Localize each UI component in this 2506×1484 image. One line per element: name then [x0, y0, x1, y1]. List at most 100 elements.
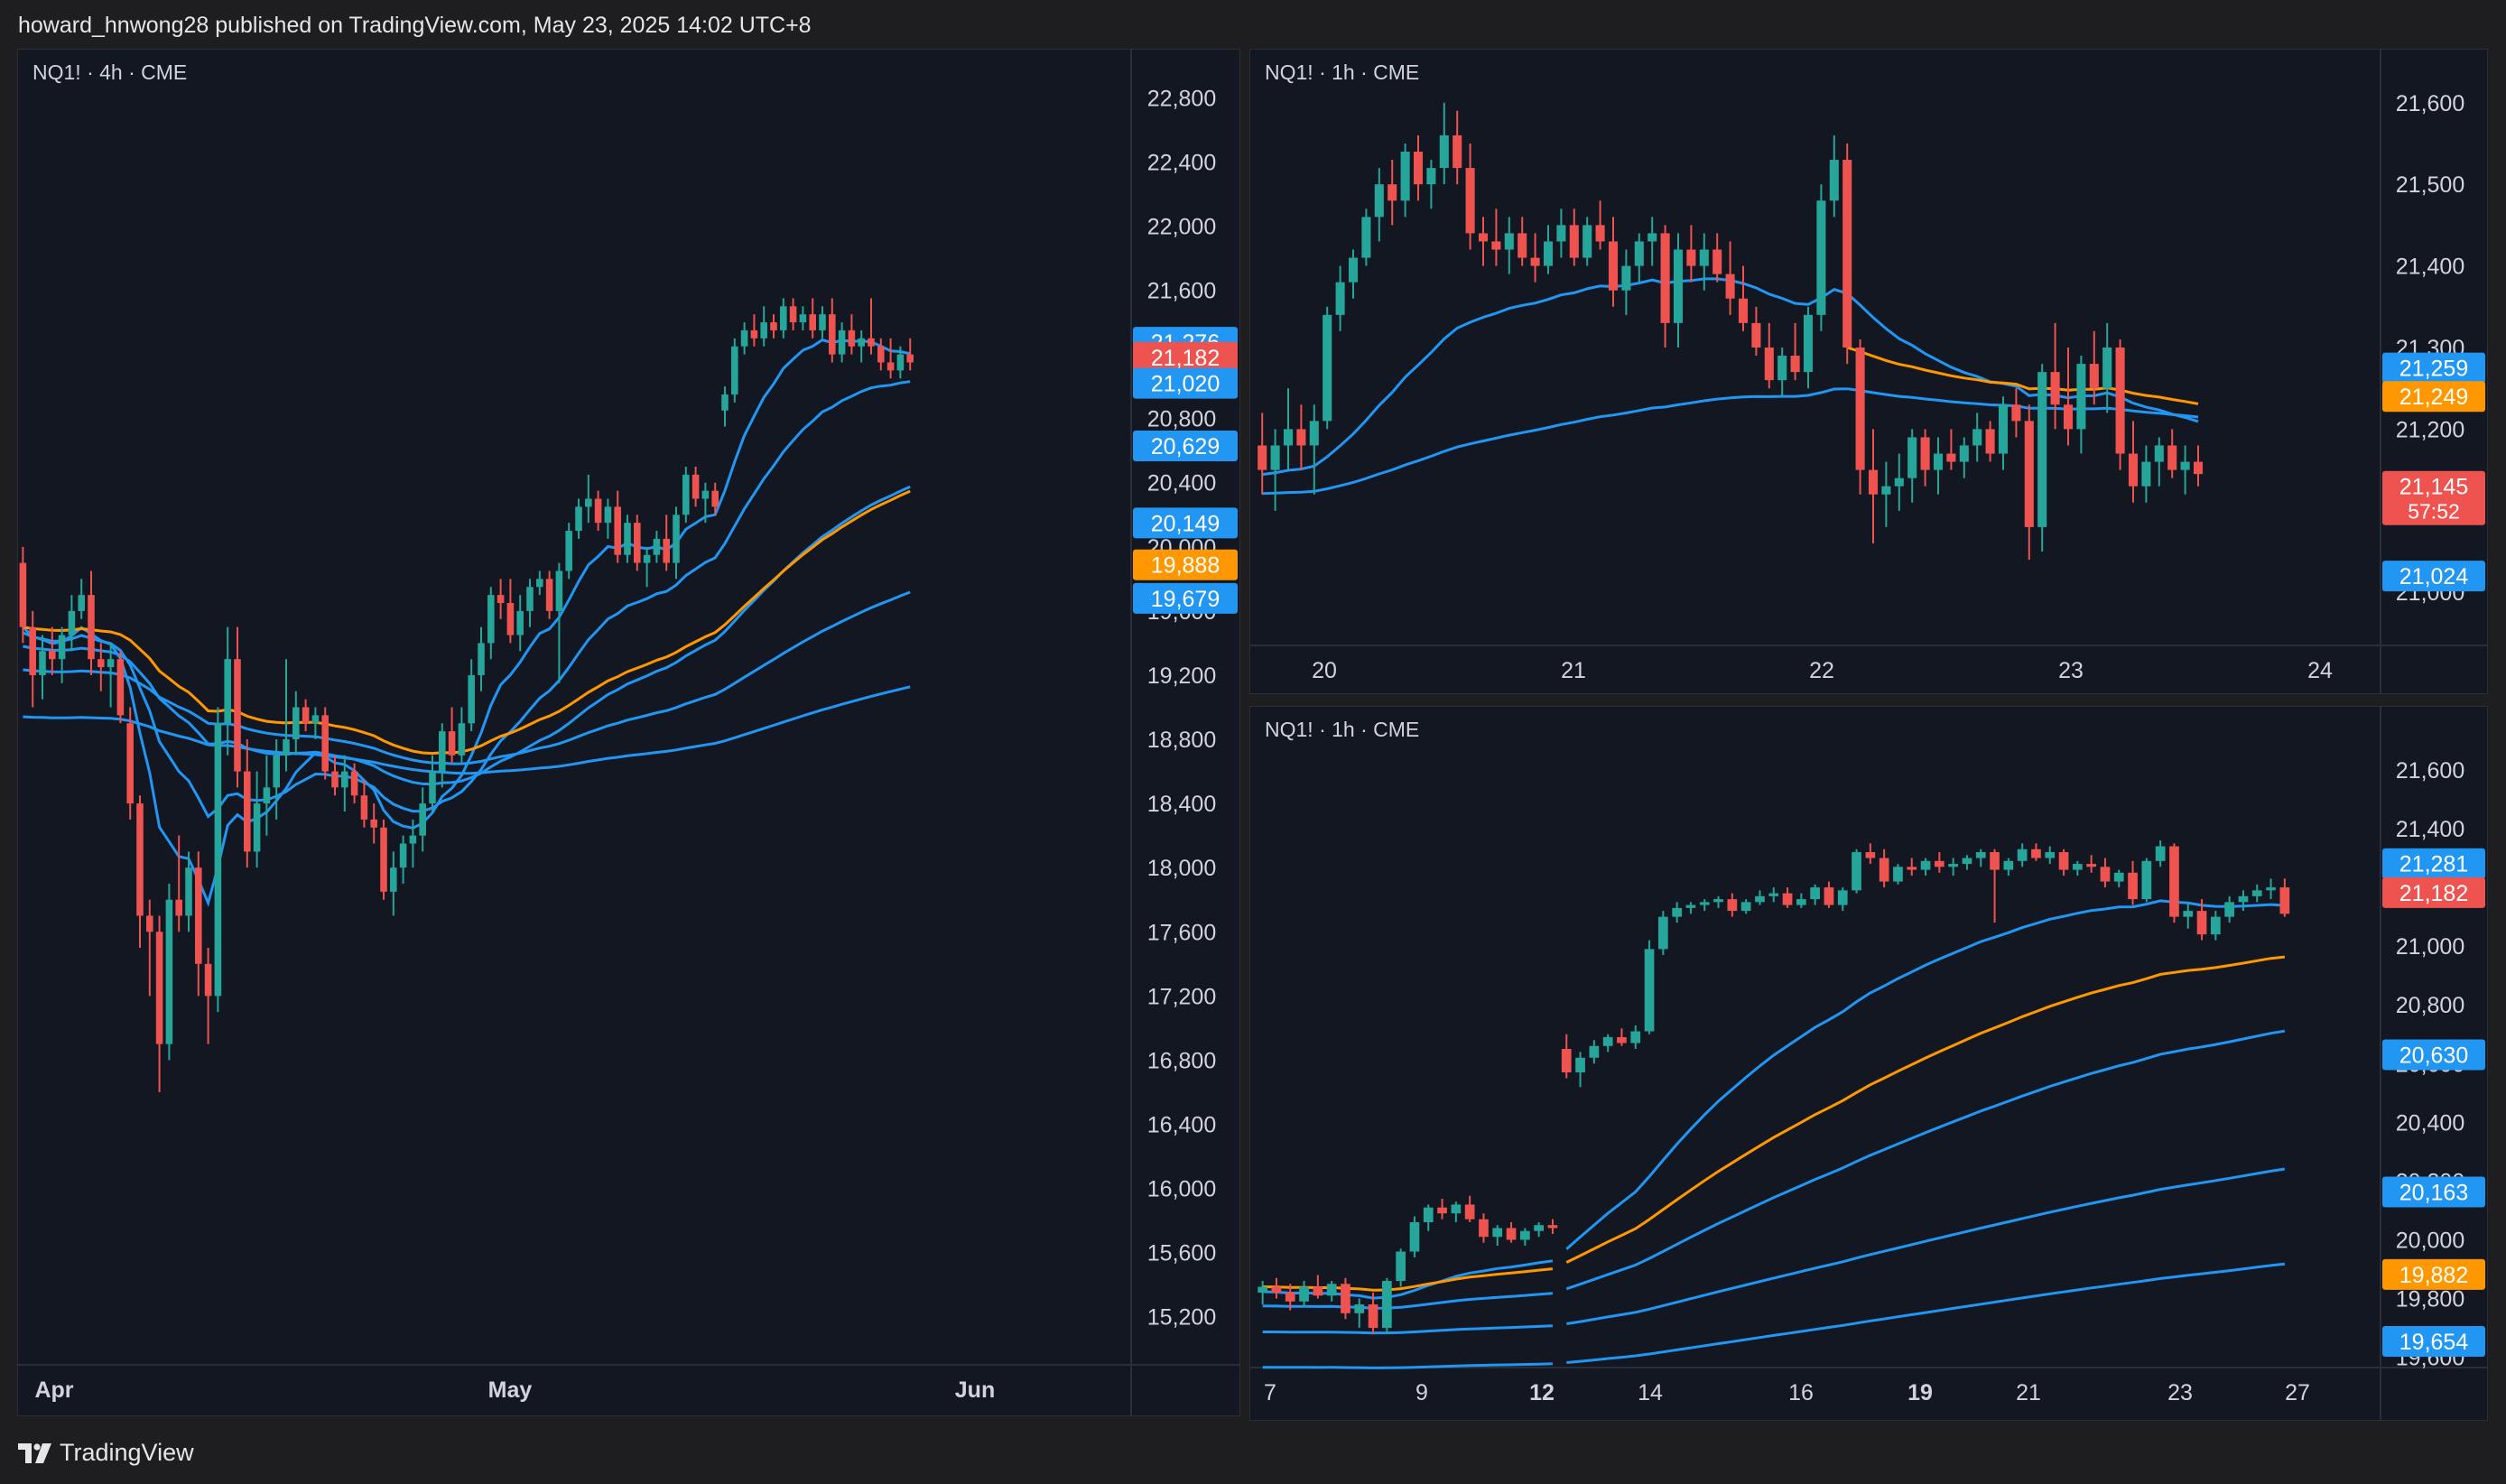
candle-body — [1777, 356, 1787, 381]
chart-pane-1h-bottom[interactable]: 21,60021,40021,20021,00020,80020,60020,4… — [1249, 706, 2488, 1421]
y-tick-label: 16,400 — [1147, 1112, 1216, 1137]
candle-body — [780, 306, 787, 330]
ema-line — [23, 685, 911, 775]
candle-body — [838, 329, 846, 355]
candle-body — [88, 595, 95, 660]
candle-body — [1855, 348, 1865, 470]
candle-body — [311, 715, 320, 724]
candle-body — [1790, 356, 1800, 373]
candle-body — [2072, 864, 2083, 870]
candle-body — [2102, 348, 2112, 389]
candle-body — [848, 329, 856, 347]
chart-1h-top-svg[interactable]: 21,60021,50021,40021,30021,20021,10021,0… — [1250, 50, 2487, 693]
vwap-line — [23, 489, 911, 756]
chart-title-1h-bottom: NQ1! · 1h · CME — [1265, 718, 1420, 741]
x-tick-label: 21 — [2016, 1380, 2041, 1405]
y-tick-label: 22,000 — [1147, 214, 1216, 239]
x-tick-label: 7 — [1264, 1380, 1276, 1405]
candle-body — [1589, 1045, 1600, 1058]
price-tag — [2382, 1326, 2485, 1358]
candle-body — [341, 771, 348, 788]
y-tick-label: 21,600 — [2396, 758, 2464, 784]
price-tag-label: 19,679 — [1151, 587, 1220, 612]
candle-body — [1685, 904, 1696, 908]
candle-body — [1824, 887, 1834, 905]
chart-pane-4h[interactable]: 22,80022,40022,00021,60021,20020,80020,4… — [17, 49, 1240, 1416]
candle-body — [877, 346, 885, 363]
candle-body — [799, 314, 807, 323]
candle-body — [731, 346, 738, 395]
x-tick-label: May — [488, 1377, 533, 1403]
price-tag — [2382, 848, 2485, 879]
candle-body — [1426, 168, 1436, 185]
candle-body — [526, 587, 534, 611]
candle-body — [1946, 453, 1956, 462]
chart-1h-bottom-svg[interactable]: 21,60021,40021,20021,00020,80020,60020,4… — [1250, 707, 2487, 1420]
candle-body — [195, 867, 202, 964]
ema-line — [1262, 1167, 2286, 1335]
candle-body — [750, 329, 758, 339]
candle-body — [1335, 282, 1345, 315]
x-tick-label: 27 — [2285, 1380, 2310, 1405]
candle-body — [2089, 364, 2099, 389]
candle-body — [380, 827, 387, 892]
candle-body — [2180, 461, 2190, 470]
candle-body — [1478, 233, 1489, 242]
candle-body — [1595, 225, 1605, 242]
candle-body — [1400, 152, 1410, 201]
candle-body — [1561, 1049, 1572, 1073]
candle-body — [1313, 1286, 1323, 1296]
candle-body — [1796, 899, 1806, 905]
candle-body — [1933, 453, 1944, 470]
y-tick-label: 21,400 — [2396, 817, 2464, 842]
price-tag — [2382, 561, 2485, 592]
chart-4h-svg[interactable]: 22,80022,40022,00021,60021,20020,80020,4… — [18, 50, 1239, 1415]
candle-body — [2141, 461, 2151, 487]
candle-body — [594, 498, 602, 524]
chart-pane-1h-top[interactable]: 21,60021,50021,40021,30021,20021,10021,0… — [1249, 49, 2488, 694]
candle-body — [1647, 233, 1657, 242]
price-tag — [1133, 549, 1238, 580]
candle-body — [1270, 445, 1280, 470]
candle-body — [155, 932, 163, 1044]
candle-body — [1617, 1037, 1627, 1043]
candle-body — [1602, 1037, 1613, 1046]
candle-body — [58, 635, 66, 660]
candle-body — [1699, 249, 1709, 266]
price-tag — [2382, 1258, 2485, 1290]
candle-body — [1409, 1221, 1420, 1252]
candle-body — [1285, 1293, 1295, 1302]
candle-body — [1907, 867, 1917, 870]
candle-body — [1530, 257, 1540, 266]
candle-body — [1948, 864, 1959, 867]
tradingview-logo[interactable]: TradingView — [18, 1439, 194, 1467]
candle-body — [2183, 911, 2194, 917]
price-tag — [1133, 431, 1238, 462]
candle-body — [1920, 437, 1930, 470]
candle-body — [1506, 1228, 1517, 1240]
candle-body — [906, 354, 914, 363]
candle-body — [1907, 437, 1917, 478]
candle-body — [1413, 152, 1424, 185]
candle-body — [1491, 241, 1501, 250]
y-tick-label: 21,200 — [2396, 417, 2464, 442]
candle-body — [419, 803, 426, 836]
candle-body — [545, 579, 553, 611]
candle-body — [1972, 429, 1982, 446]
candle-body — [39, 651, 46, 675]
candle-body — [1621, 265, 1631, 291]
price-tag-label: 19,888 — [1151, 553, 1220, 579]
candle-body — [49, 651, 56, 660]
y-tick-label: 15,600 — [1147, 1241, 1216, 1266]
candle-body — [829, 314, 836, 355]
candle-body — [1271, 1286, 1282, 1294]
candle-body — [478, 643, 485, 675]
candle-body — [1479, 1219, 1489, 1238]
candle-body — [1451, 1204, 1462, 1214]
candle-body — [1727, 899, 1738, 912]
candle-body — [575, 506, 582, 532]
candle-body — [691, 474, 700, 499]
x-tick-label: 14 — [1638, 1380, 1663, 1405]
x-tick-label: 12 — [1529, 1380, 1555, 1405]
candle-body — [1699, 902, 1710, 905]
